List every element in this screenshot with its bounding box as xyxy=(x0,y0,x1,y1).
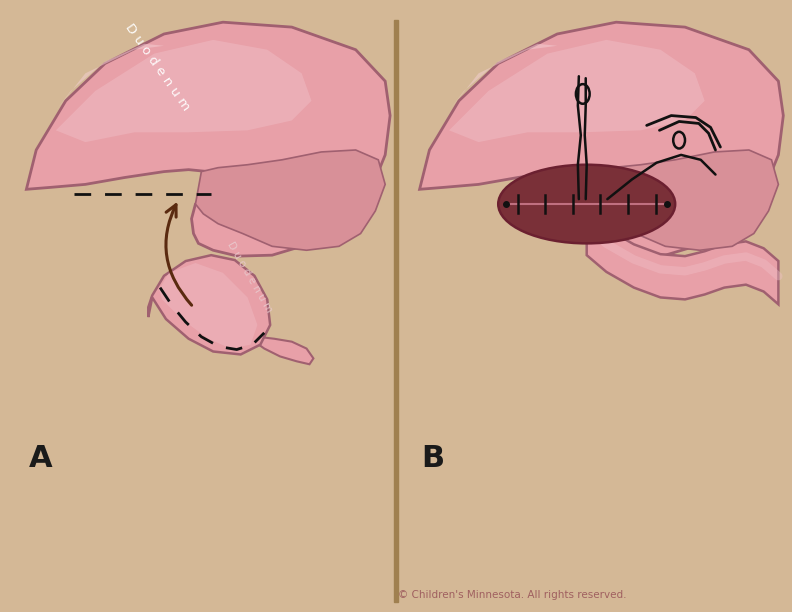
Polygon shape xyxy=(196,150,385,250)
Polygon shape xyxy=(449,44,558,111)
Text: © Children's Minnesota. All rights reserved.: © Children's Minnesota. All rights reser… xyxy=(398,590,626,600)
Polygon shape xyxy=(420,22,783,256)
Polygon shape xyxy=(588,150,779,250)
Text: A: A xyxy=(29,444,52,472)
FancyArrowPatch shape xyxy=(166,204,192,305)
Polygon shape xyxy=(56,44,164,111)
Bar xyxy=(394,20,398,602)
Polygon shape xyxy=(26,22,390,256)
Polygon shape xyxy=(250,337,314,364)
Polygon shape xyxy=(449,40,705,142)
Polygon shape xyxy=(159,263,257,349)
Polygon shape xyxy=(587,212,779,304)
Polygon shape xyxy=(148,255,270,354)
Text: D u o d e n u m: D u o d e n u m xyxy=(123,22,192,114)
Ellipse shape xyxy=(498,165,675,244)
Text: B: B xyxy=(421,444,444,472)
Polygon shape xyxy=(56,40,311,142)
Text: D u o d e n u m: D u o d e n u m xyxy=(225,240,274,314)
